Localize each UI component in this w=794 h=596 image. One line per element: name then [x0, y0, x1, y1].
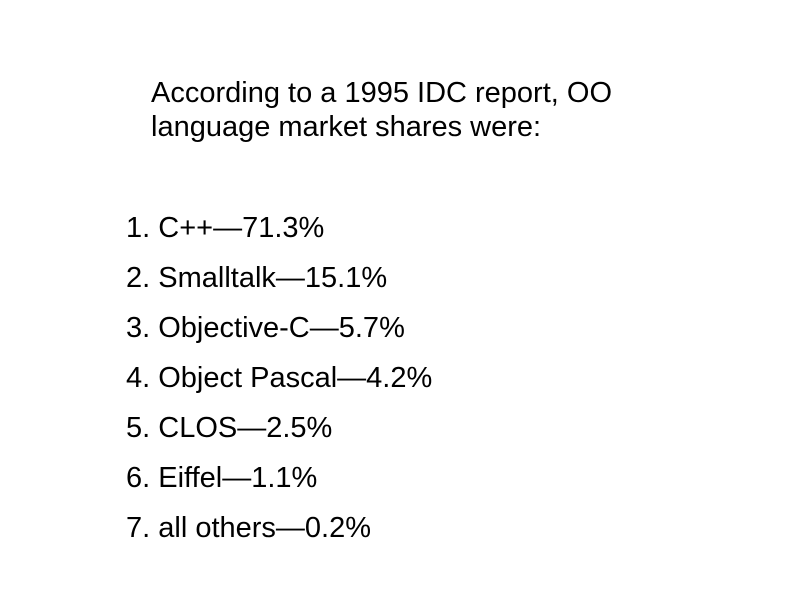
item-share: 2.5%	[266, 412, 333, 444]
item-language: CLOS	[158, 412, 238, 444]
intro-text: According to a 1995 IDC report, OO langua…	[151, 76, 711, 144]
item-number: 2.	[126, 262, 151, 294]
item-number: 6.	[126, 462, 151, 494]
item-share: 4.2%	[366, 362, 433, 394]
item-share: 5.7%	[338, 312, 405, 344]
item-language: C++	[158, 212, 214, 244]
list-item: 2. Smalltalk—15.1%	[126, 262, 388, 294]
item-number: 3.	[126, 312, 151, 344]
list-item: 6. Eiffel—1.1%	[126, 462, 318, 494]
item-language: Objective-C	[158, 312, 310, 344]
intro-line-1: According to a 1995 IDC report, OO	[151, 77, 612, 109]
item-number: 1.	[126, 212, 151, 244]
item-share: 71.3%	[242, 212, 325, 244]
item-language: Object Pascal	[158, 362, 338, 394]
item-number: 5.	[126, 412, 151, 444]
market-share-list: 1. C++—71.3% 2. Smalltalk—15.1% 3. Objec…	[126, 207, 432, 557]
list-item: 3. Objective-C—5.7%	[126, 312, 405, 344]
item-share: 0.2%	[304, 512, 372, 544]
list-item: 7. all others—0.2%	[126, 512, 372, 544]
item-language: Smalltalk	[158, 262, 276, 294]
intro-line-2: language market shares were:	[151, 111, 542, 143]
item-language: Eiffel	[158, 462, 223, 494]
list-item: 1. C++—71.3%	[126, 212, 325, 244]
item-number: 7.	[126, 512, 151, 544]
item-language: all others	[158, 512, 276, 544]
list-item: 5. CLOS—2.5%	[126, 412, 333, 444]
item-share: 1.1%	[251, 462, 318, 494]
item-share: 15.1%	[304, 262, 388, 294]
list-item: 4. Object Pascal—4.2%	[126, 362, 433, 394]
item-number: 4.	[126, 362, 151, 394]
